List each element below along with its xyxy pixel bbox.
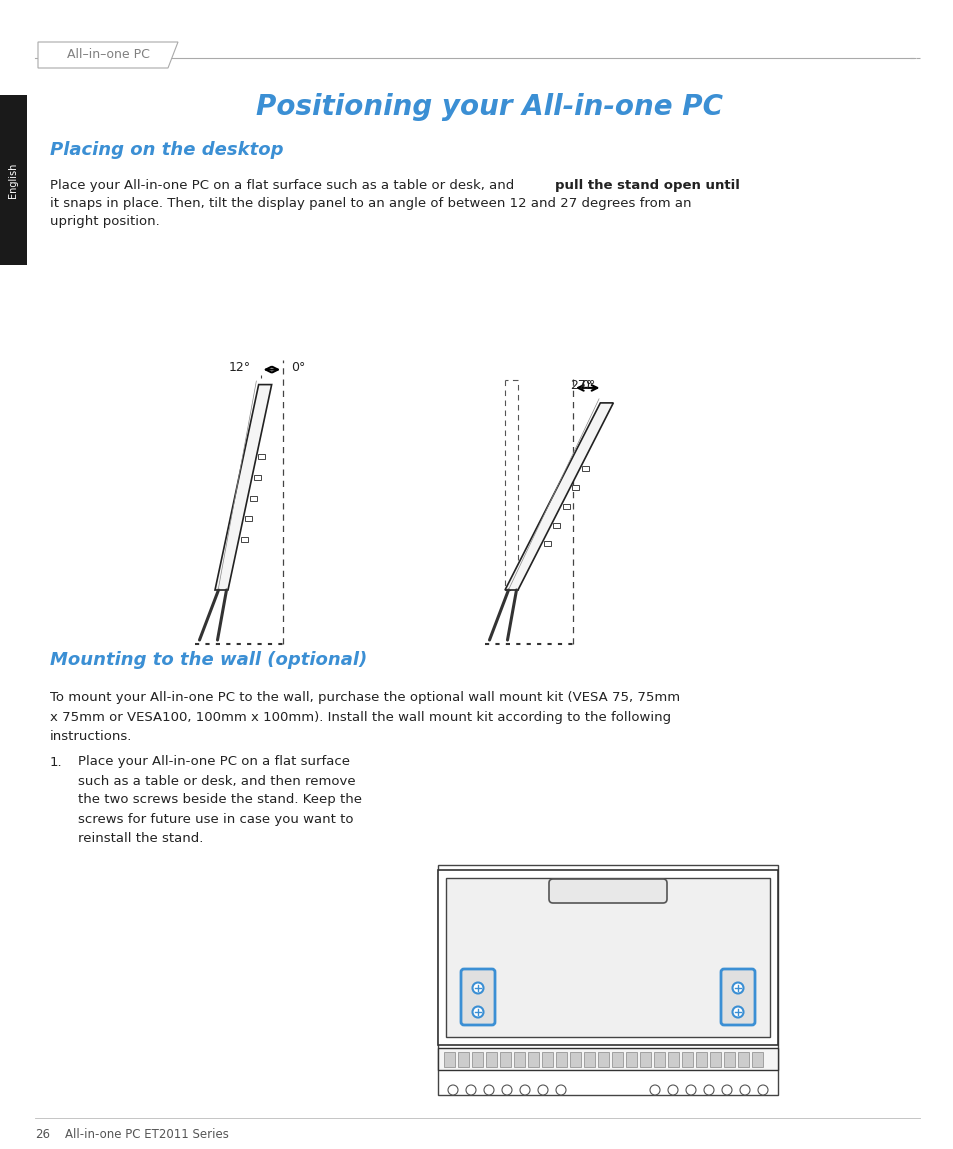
Text: reinstall the stand.: reinstall the stand.	[78, 832, 203, 845]
Text: To mount your All-in-one PC to the wall, purchase the optional wall mount kit (V: To mount your All-in-one PC to the wall,…	[50, 692, 679, 704]
Circle shape	[448, 1085, 457, 1095]
Text: All-in-one PC ET2011 Series: All-in-one PC ET2011 Series	[65, 1127, 229, 1141]
Text: 12°: 12°	[229, 361, 251, 375]
Bar	[541, 1051, 553, 1066]
Bar	[654, 1051, 664, 1066]
Bar	[612, 1051, 622, 1066]
Circle shape	[537, 1085, 547, 1095]
Text: 26: 26	[35, 1127, 50, 1141]
Bar	[437, 870, 778, 1044]
FancyBboxPatch shape	[720, 969, 754, 1025]
Text: such as a table or desk, and then remove: such as a table or desk, and then remove	[78, 774, 355, 787]
Bar	[472, 1051, 482, 1066]
Polygon shape	[38, 43, 178, 68]
Text: 0°: 0°	[291, 361, 305, 375]
Circle shape	[685, 1085, 696, 1095]
Text: All–in–one PC: All–in–one PC	[67, 48, 150, 62]
Circle shape	[483, 1085, 494, 1095]
Circle shape	[732, 1007, 742, 1018]
Text: x 75mm or VESA100, 100mm x 100mm). Install the wall mount kit according to the f: x 75mm or VESA100, 100mm x 100mm). Insta…	[50, 710, 670, 724]
Bar	[562, 503, 569, 509]
Polygon shape	[504, 403, 613, 589]
Text: Positioning your All-in-one PC: Positioning your All-in-one PC	[256, 93, 722, 121]
Text: instructions.: instructions.	[50, 730, 132, 742]
Circle shape	[740, 1085, 749, 1095]
Circle shape	[667, 1085, 678, 1095]
Circle shape	[758, 1085, 767, 1095]
Bar	[543, 541, 550, 546]
Polygon shape	[214, 385, 272, 589]
Text: it snaps in place. Then, tilt the display panel to an angle of between 12 and 27: it snaps in place. Then, tilt the displa…	[50, 196, 691, 209]
Circle shape	[465, 1085, 476, 1095]
Circle shape	[556, 1085, 565, 1095]
Text: 0°: 0°	[580, 379, 595, 393]
Text: screws for future use in case you want to: screws for future use in case you want t…	[78, 812, 354, 825]
Bar	[639, 1051, 650, 1066]
Bar	[581, 466, 588, 471]
FancyBboxPatch shape	[548, 879, 666, 903]
Bar	[572, 485, 578, 491]
Bar	[437, 1048, 778, 1070]
Text: Place your All-in-one PC on a flat surface such as a table or desk, and: Place your All-in-one PC on a flat surfa…	[50, 178, 518, 192]
Bar	[709, 1051, 720, 1066]
Bar	[556, 1051, 566, 1066]
Bar	[443, 1051, 455, 1066]
Bar	[553, 523, 559, 527]
Polygon shape	[0, 95, 27, 265]
Bar	[751, 1051, 762, 1066]
Bar	[681, 1051, 692, 1066]
Bar	[258, 455, 265, 460]
Circle shape	[519, 1085, 530, 1095]
Text: English: English	[8, 162, 18, 198]
Circle shape	[732, 982, 742, 994]
Text: the two screws beside the stand. Keep the: the two screws beside the stand. Keep th…	[78, 794, 361, 807]
Bar	[738, 1051, 748, 1066]
Bar	[499, 1051, 511, 1066]
Bar	[485, 1051, 497, 1066]
Bar	[250, 495, 256, 501]
Bar	[446, 878, 769, 1038]
Bar	[437, 865, 778, 1095]
Circle shape	[472, 1007, 483, 1018]
Text: Placing on the desktop: Placing on the desktop	[50, 141, 283, 159]
Bar	[583, 1051, 595, 1066]
FancyBboxPatch shape	[460, 969, 495, 1025]
Circle shape	[501, 1085, 512, 1095]
Text: 27°: 27°	[570, 379, 592, 393]
Bar	[253, 475, 261, 480]
Bar	[527, 1051, 538, 1066]
Bar	[457, 1051, 469, 1066]
Circle shape	[703, 1085, 713, 1095]
Bar	[696, 1051, 706, 1066]
Text: Mounting to the wall (optional): Mounting to the wall (optional)	[50, 651, 367, 669]
Circle shape	[721, 1085, 731, 1095]
Bar	[245, 516, 252, 522]
Bar	[723, 1051, 734, 1066]
Circle shape	[649, 1085, 659, 1095]
Bar	[241, 537, 248, 541]
Text: pull the stand open until: pull the stand open until	[555, 178, 740, 192]
Circle shape	[472, 982, 483, 994]
Bar	[569, 1051, 580, 1066]
Bar	[514, 1051, 524, 1066]
Text: upright position.: upright position.	[50, 215, 159, 228]
Bar	[625, 1051, 637, 1066]
Text: 1.: 1.	[50, 756, 63, 769]
Text: Place your All-in-one PC on a flat surface: Place your All-in-one PC on a flat surfa…	[78, 756, 350, 769]
Bar	[667, 1051, 679, 1066]
Bar	[598, 1051, 608, 1066]
